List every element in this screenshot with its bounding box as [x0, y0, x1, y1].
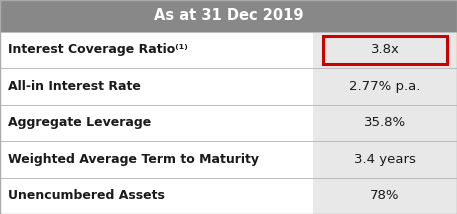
Bar — [0, 0, 457, 32]
Text: 3.8x: 3.8x — [371, 43, 399, 56]
Bar — [0, 32, 313, 68]
Text: 3.4 years: 3.4 years — [354, 153, 416, 166]
Text: Unencumbered Assets: Unencumbered Assets — [8, 189, 165, 202]
Text: All-in Interest Rate: All-in Interest Rate — [8, 80, 141, 93]
Text: As at 31 Dec 2019: As at 31 Dec 2019 — [154, 8, 303, 23]
Text: 78%: 78% — [370, 189, 400, 202]
Text: Weighted Average Term to Maturity: Weighted Average Term to Maturity — [8, 153, 259, 166]
Bar — [313, 178, 457, 214]
Bar — [313, 68, 457, 105]
Bar — [313, 105, 457, 141]
Bar — [313, 141, 457, 178]
Text: Aggregate Leverage: Aggregate Leverage — [8, 116, 151, 129]
Bar — [0, 68, 313, 105]
Bar — [313, 32, 457, 68]
Text: Interest Coverage Ratio⁽¹⁾: Interest Coverage Ratio⁽¹⁾ — [8, 43, 188, 56]
Text: 35.8%: 35.8% — [364, 116, 406, 129]
Bar — [0, 178, 313, 214]
Bar — [0, 141, 313, 178]
Text: 2.77% p.a.: 2.77% p.a. — [349, 80, 421, 93]
Bar — [323, 36, 447, 64]
Bar — [0, 105, 313, 141]
